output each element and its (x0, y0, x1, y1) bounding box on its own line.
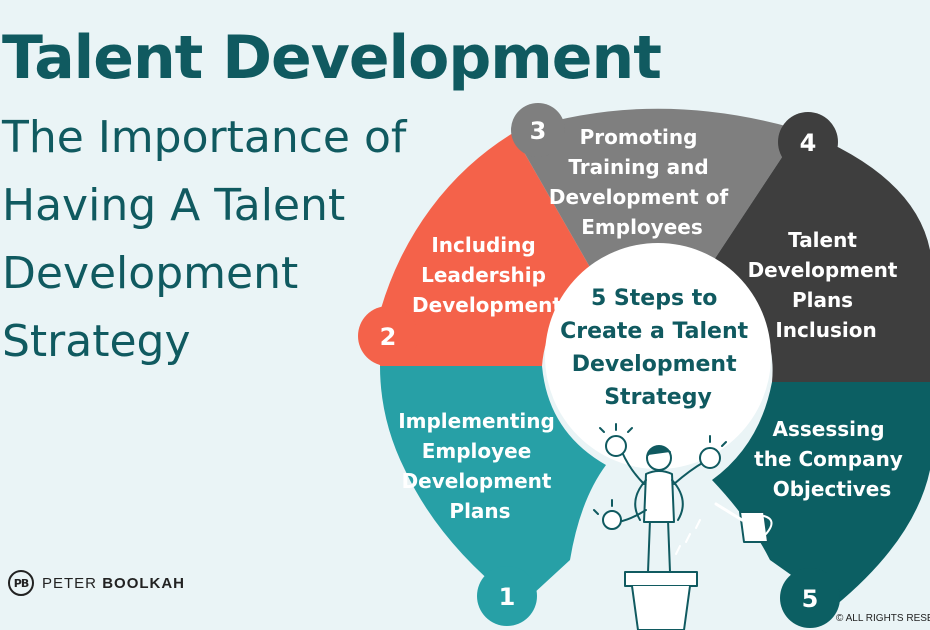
step-4-segment: 4 Talent Development Plans Inclusion (710, 112, 930, 382)
step-3-number-circle (511, 103, 565, 157)
person-legs (647, 519, 671, 573)
brand-logo-icon: PB (8, 570, 34, 596)
center-hub: 5 Steps to Create a Talent Development S… (545, 243, 771, 469)
copyright-notice: © ALL RIGHTS RESE (836, 613, 930, 624)
page-title: Talent Development (2, 23, 662, 93)
person-illustration (593, 423, 727, 630)
step-4-label: Talent Development Plans Inclusion (748, 228, 905, 342)
step-3-label: Promoting Training and Development of Em… (549, 125, 735, 239)
bulb-vine-left-lower (617, 509, 647, 523)
brand-last-name: BOOLKAH (102, 574, 186, 592)
center-circle (545, 243, 771, 469)
step-5-label: Assessing the Company Objectives (754, 417, 910, 501)
person-hair (647, 445, 671, 456)
water-drops (675, 519, 701, 555)
watering-can-spout (714, 502, 744, 522)
page-subtitle: The Importance of Having A Talent Develo… (2, 104, 472, 376)
step-5-segment: 5 Assessing the Company Objectives (712, 382, 930, 628)
bulb-rays (593, 423, 727, 515)
step-1-number-circle (477, 566, 537, 626)
step-3-number: 3 (530, 117, 547, 145)
step-4-wedge (710, 130, 930, 382)
subtitle-line: Strategy (2, 316, 191, 367)
brand: PB PETER BOOLKAH (8, 568, 185, 598)
step-2-segment: 2 Including Leadership Development (358, 133, 595, 366)
step-3-segment: 3 Promoting Training and Development of … (511, 103, 800, 276)
brand-first-name: PETER (42, 574, 98, 592)
step-2-wedge (380, 133, 595, 366)
bulb-right-icon (699, 447, 721, 469)
bulb-vine-left-upper (621, 451, 645, 485)
pedestal-base (631, 585, 691, 630)
bulb-left-upper-icon (605, 435, 627, 457)
subtitle-line: Development (2, 248, 299, 299)
watering-can-icon (675, 502, 773, 555)
bulb-left-lower-icon (602, 510, 622, 530)
step-4-number-circle (778, 112, 838, 172)
step-5-wedge (712, 382, 930, 606)
step-2-label: Including Leadership Development (412, 233, 562, 317)
brand-name: PETER BOOLKAH (42, 575, 185, 592)
watering-can-handle (763, 515, 773, 535)
step-5-number-circle (780, 568, 840, 628)
step-1-label: Implementing Employee Development Plans (398, 409, 562, 523)
person-torso (643, 470, 675, 523)
watering-can-body (739, 511, 769, 543)
step-5-number: 5 (802, 585, 819, 613)
step-3-wedge (513, 108, 800, 276)
pedestal-top (624, 571, 698, 587)
step-1-wedge (380, 366, 606, 606)
subtitle-line: The Importance of (2, 112, 407, 163)
step-1-number: 1 (499, 583, 516, 611)
step-4-number: 4 (800, 129, 817, 157)
step-2-number-circle (358, 306, 418, 366)
center-label: 5 Steps to Create a Talent Development S… (560, 286, 756, 410)
step-1-segment: 1 Implementing Employee Development Plan… (380, 366, 606, 626)
subtitle-line: Having A Talent (2, 180, 346, 231)
step-2-number: 2 (380, 323, 397, 351)
